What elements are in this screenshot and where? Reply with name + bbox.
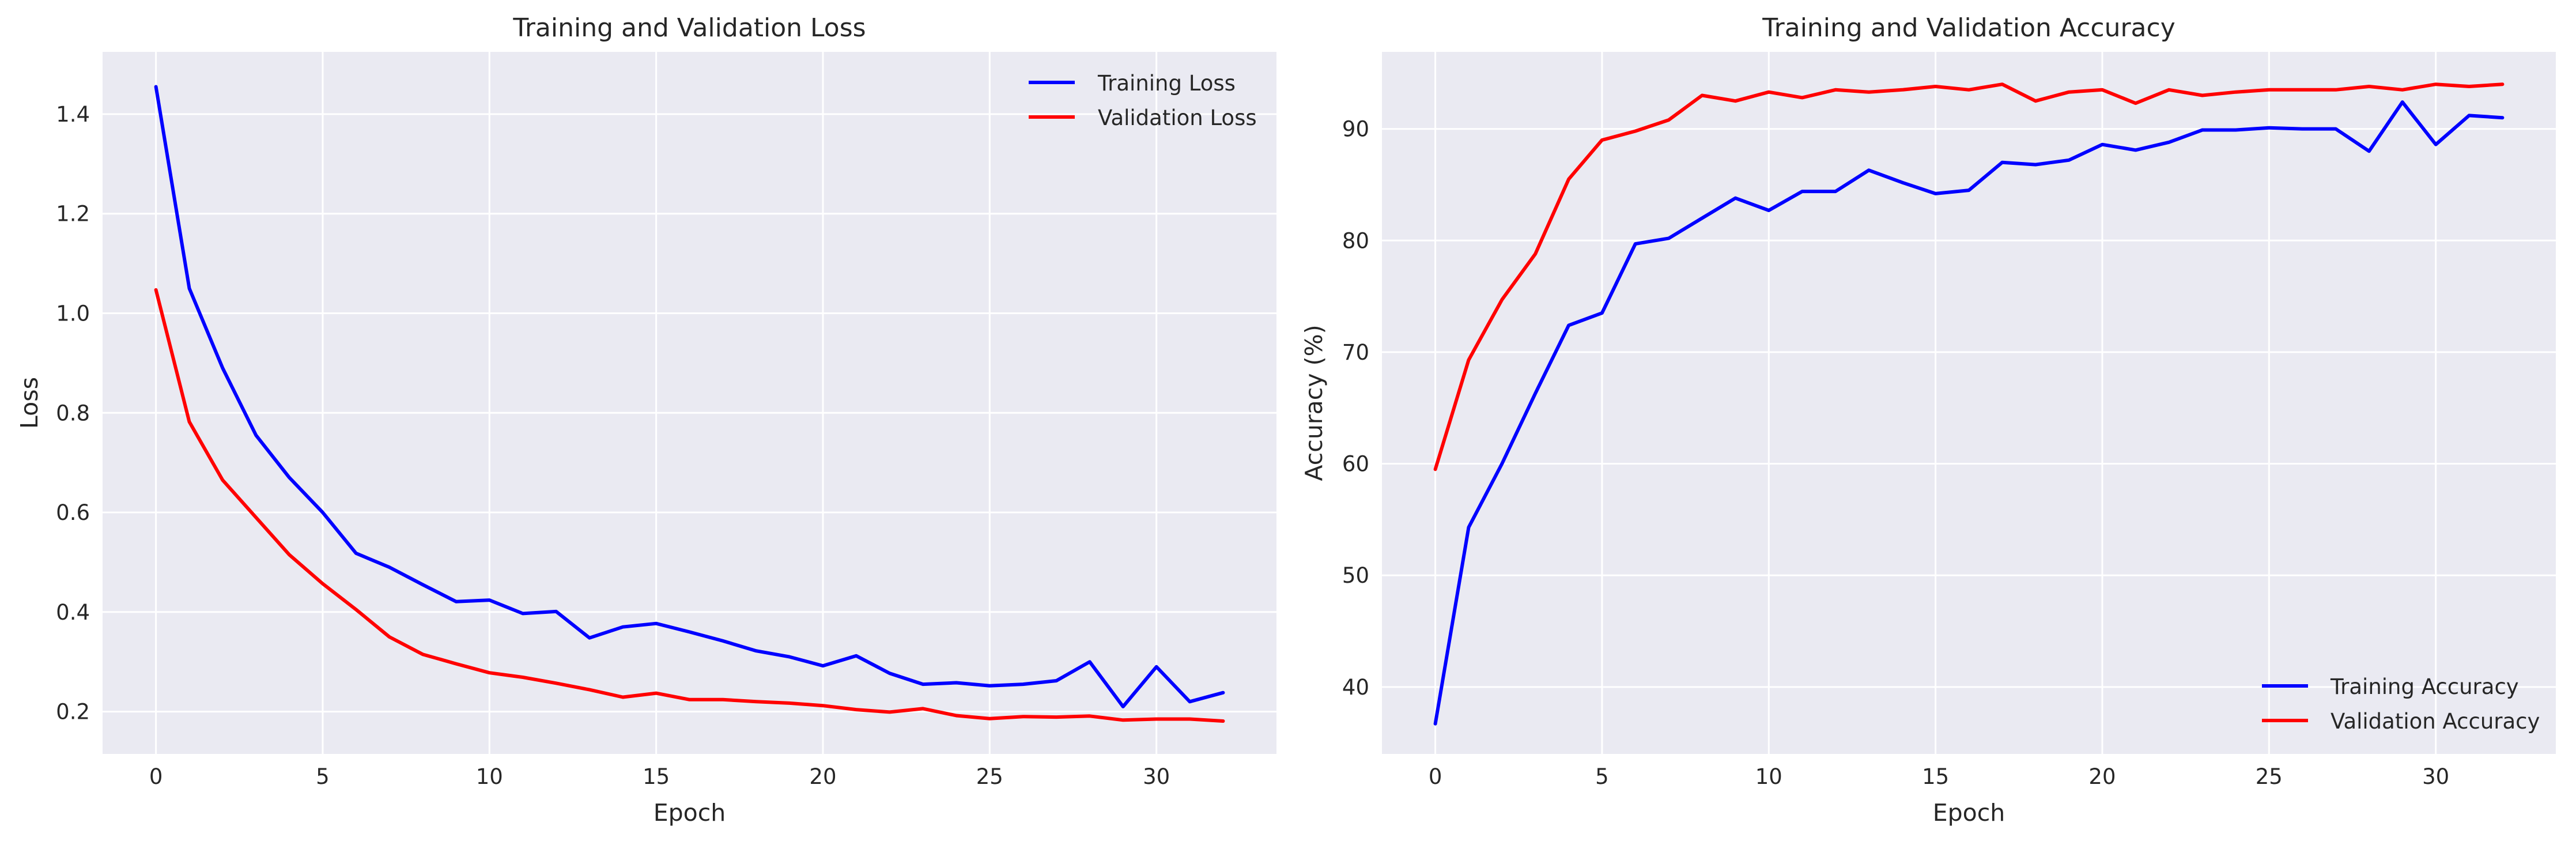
legend-label-validation-loss: Validation Loss [1098, 105, 1257, 130]
accuracy-x-axis-label: Epoch [1933, 799, 2005, 827]
legend-label-validation-accuracy: Validation Accuracy [2331, 709, 2540, 734]
x-tick-label: 5 [316, 764, 330, 789]
x-tick-label: 10 [476, 764, 503, 789]
y-tick-label: 1.2 [56, 202, 90, 227]
x-tick-label: 30 [1143, 764, 1170, 789]
x-tick-label: 20 [809, 764, 836, 789]
loss-y-ticks: 0.2 0.4 0.6 0.8 1.0 1.2 1.4 [56, 102, 90, 725]
y-tick-label: 0.4 [56, 600, 90, 625]
series-line-validation-accuracy [1433, 82, 2505, 471]
x-tick-label: 0 [149, 764, 163, 789]
x-tick-label: 5 [1595, 764, 1609, 789]
loss-x-axis-label: Epoch [654, 799, 726, 827]
loss-chart-title: Training and Validation Loss [512, 13, 866, 43]
accuracy-chart-title: Training and Validation Accuracy [1762, 13, 2175, 43]
x-tick-label: 10 [1755, 764, 1782, 789]
loss-chart: Training and Validation Loss Epoch Loss … [16, 13, 1276, 827]
accuracy-series-group [1433, 82, 2505, 726]
accuracy-x-ticks: 0 5 10 15 20 25 30 [1429, 764, 2449, 789]
loss-legend: Training Loss Validation Loss [1029, 71, 1257, 130]
y-tick-label: 60 [1342, 452, 1369, 477]
x-tick-label: 20 [2088, 764, 2116, 789]
accuracy-legend: Training Accuracy Validation Accuracy [2262, 674, 2540, 734]
loss-series-group [154, 85, 1225, 723]
y-tick-label: 40 [1342, 675, 1369, 700]
loss-gridlines [103, 52, 1276, 754]
y-tick-label: 0.8 [56, 401, 90, 425]
y-tick-label: 1.4 [56, 102, 90, 127]
legend-label-training-loss: Training Loss [1097, 71, 1236, 96]
series-line-training-accuracy [1433, 100, 2505, 726]
x-tick-label: 30 [2422, 764, 2449, 789]
accuracy-gridlines [1382, 52, 2556, 754]
x-tick-label: 0 [1429, 764, 1442, 789]
accuracy-y-ticks: 40 50 60 70 80 90 [1342, 117, 1369, 700]
x-tick-label: 15 [1922, 764, 1949, 789]
loss-y-axis-label: Loss [16, 377, 43, 429]
x-tick-label: 25 [2256, 764, 2283, 789]
series-line-training-loss [154, 85, 1225, 708]
x-tick-label: 25 [976, 764, 1003, 789]
y-tick-label: 70 [1342, 340, 1369, 365]
y-tick-label: 80 [1342, 228, 1369, 253]
loss-plot-area [103, 52, 1276, 754]
y-tick-label: 0.2 [56, 700, 90, 725]
series-line-validation-loss [154, 288, 1225, 723]
loss-x-ticks: 0 5 10 15 20 25 30 [149, 764, 1170, 789]
x-tick-label: 15 [643, 764, 670, 789]
y-tick-label: 50 [1342, 563, 1369, 588]
legend-label-training-accuracy: Training Accuracy [2330, 674, 2519, 699]
accuracy-chart: Training and Validation Accuracy Epoch A… [1300, 13, 2556, 827]
y-tick-label: 0.6 [56, 500, 90, 525]
y-tick-label: 90 [1342, 117, 1369, 142]
y-tick-label: 1.0 [56, 301, 90, 326]
accuracy-plot-area [1382, 52, 2556, 754]
accuracy-y-axis-label: Accuracy (%) [1300, 325, 1328, 481]
